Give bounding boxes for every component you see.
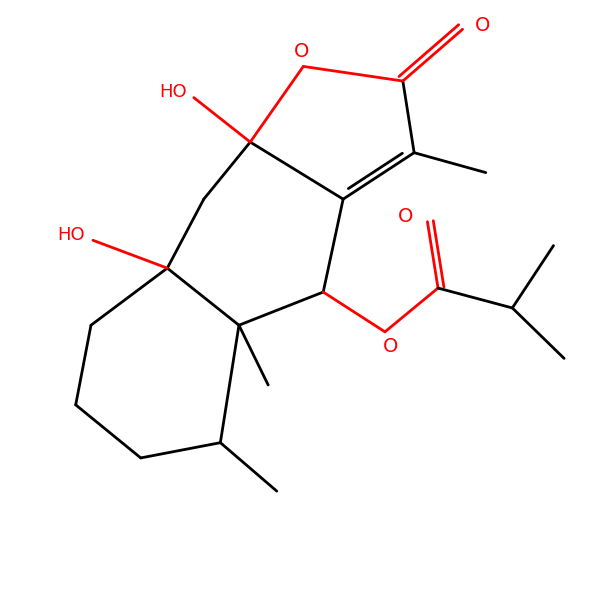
- Text: O: O: [475, 16, 490, 35]
- Text: O: O: [397, 207, 413, 226]
- Text: O: O: [295, 43, 310, 61]
- Text: HO: HO: [160, 83, 187, 101]
- Text: O: O: [383, 337, 398, 356]
- Text: HO: HO: [58, 226, 85, 244]
